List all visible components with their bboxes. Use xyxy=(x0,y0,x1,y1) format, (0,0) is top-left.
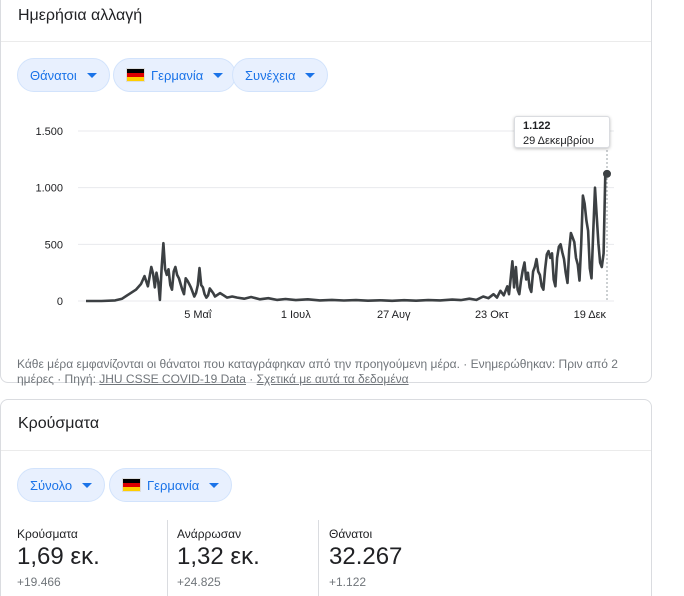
stat-delta: +1.122 xyxy=(329,575,367,589)
x-tick-label: 19 Δεκ xyxy=(574,309,607,321)
tooltip-date: 29 Δεκεμβρίου xyxy=(523,135,594,147)
divider xyxy=(1,41,651,42)
caret-down-icon xyxy=(209,482,220,488)
caret-down-icon xyxy=(86,72,97,78)
cases-card: Κρούσματα xyxy=(0,399,652,596)
daily-change-card: Ημερήσια αλλαγή xyxy=(0,0,652,383)
daily-deaths-chart[interactable]: 0 500 1.000 1.500 5 Μαΐ 1 Ιουλ 27 Αυγ 23 Οκτ 19… xyxy=(0,110,652,325)
stat-label: Θάνατοι xyxy=(329,527,373,541)
stat-separator xyxy=(318,520,319,596)
y-tick-label: 500 xyxy=(45,239,63,251)
source-link[interactable]: JHU CSSE COVID-19 Data xyxy=(99,372,246,386)
x-axis-labels: 5 Μαΐ 1 Ιουλ 27 Αυγ 23 Οκτ 19 Δεκ xyxy=(184,309,606,321)
chart-footnote: Κάθε μέρα εμφανίζονται οι θάνατοι που κα… xyxy=(17,357,637,387)
daily-deaths-line xyxy=(86,172,607,303)
metric-selector-label: Θάνατοι xyxy=(30,67,77,83)
caret-down-icon xyxy=(305,72,316,78)
cases-country-selector-chip[interactable]: Γερμανία xyxy=(109,468,233,502)
timeframe-selector-chip[interactable]: Συνέχεια xyxy=(232,58,329,92)
total-selector-label: Σύνολο xyxy=(30,477,73,493)
total-selector-chip[interactable]: Σύνολο xyxy=(17,468,106,502)
x-tick-label: 27 Αυγ xyxy=(377,309,411,321)
tooltip-value: 1.122 xyxy=(523,120,551,132)
germany-flag-icon xyxy=(126,68,145,82)
divider xyxy=(1,450,651,451)
metric-selector-chip[interactable]: Θάνατοι xyxy=(17,58,110,92)
footnote-text: Κάθε μέρα εμφανίζονται οι θάνατοι που κα… xyxy=(17,357,618,386)
stat-label: Ανάρρωσαν xyxy=(177,527,242,541)
y-tick-label: 1.500 xyxy=(35,126,63,138)
stat-recovered: Ανάρρωσαν 1,32 εκ. +24.825 xyxy=(177,527,260,589)
stat-separator xyxy=(167,520,168,596)
footnote-separator: · xyxy=(245,372,257,386)
stat-delta: +24.825 xyxy=(177,575,221,589)
stat-cases: Κρούσματα 1,69 εκ. +19.466 xyxy=(17,527,100,589)
caret-down-icon xyxy=(213,72,224,78)
x-tick-label: 5 Μαΐ xyxy=(184,309,212,321)
highlight-point[interactable] xyxy=(603,169,611,178)
country-selector-chip[interactable]: Γερμανία xyxy=(113,58,237,92)
x-tick-label: 1 Ιουλ xyxy=(281,309,311,321)
stat-value: 1,32 εκ. xyxy=(177,543,260,570)
stat-deaths: Θάνατοι 32.267 +1.122 xyxy=(329,527,402,589)
caret-down-icon xyxy=(82,482,93,488)
timeframe-selector-label: Συνέχεια xyxy=(245,67,296,83)
cases-country-selector-label: Γερμανία xyxy=(147,477,200,493)
chart-tooltip: 1.122 29 Δεκεμβρίου xyxy=(514,116,610,148)
stat-value: 32.267 xyxy=(329,543,403,570)
country-selector-label: Γερμανία xyxy=(151,67,204,83)
y-tick-label: 1.000 xyxy=(35,183,63,195)
stat-delta: +19.466 xyxy=(17,575,61,589)
x-tick-label: 23 Οκτ xyxy=(475,309,509,321)
stat-label: Κρούσματα xyxy=(17,527,78,541)
y-axis-labels: 0 500 1.000 1.500 xyxy=(35,126,63,308)
y-tick-label: 0 xyxy=(57,296,63,308)
germany-flag-icon xyxy=(122,478,141,492)
cases-title: Κρούσματα xyxy=(18,415,100,432)
about-data-link[interactable]: Σχετικά με αυτά τα δεδομένα xyxy=(256,372,409,386)
daily-change-title: Ημερήσια αλλαγή xyxy=(18,7,143,24)
stat-value: 1,69 εκ. xyxy=(17,543,100,570)
